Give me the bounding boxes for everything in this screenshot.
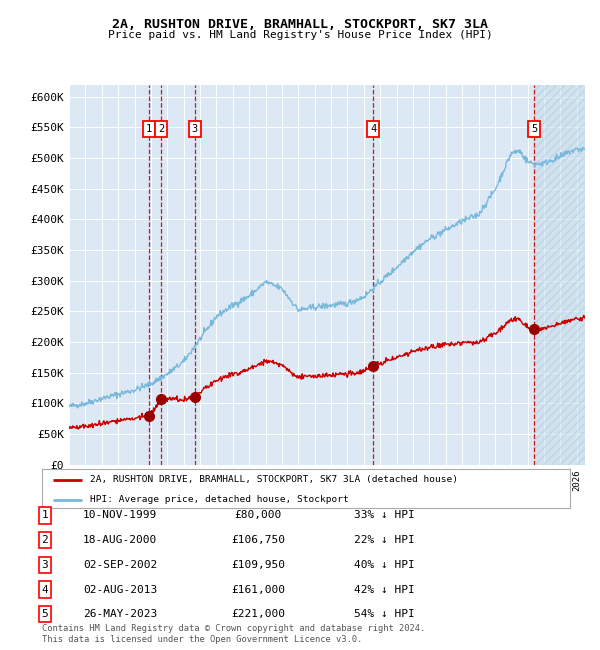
Text: £106,750: £106,750 (231, 535, 285, 545)
Text: 40% ↓ HPI: 40% ↓ HPI (353, 560, 415, 570)
Text: 1: 1 (145, 124, 152, 134)
Text: 10-NOV-1999: 10-NOV-1999 (83, 510, 157, 521)
Text: 2: 2 (41, 535, 49, 545)
Text: £161,000: £161,000 (231, 584, 285, 595)
Text: Contains HM Land Registry data © Crown copyright and database right 2024.
This d: Contains HM Land Registry data © Crown c… (42, 624, 425, 644)
Text: 4: 4 (41, 584, 49, 595)
Text: 5: 5 (41, 609, 49, 619)
Text: £221,000: £221,000 (231, 609, 285, 619)
Text: 3: 3 (191, 124, 198, 134)
Text: 54% ↓ HPI: 54% ↓ HPI (353, 609, 415, 619)
Text: 2A, RUSHTON DRIVE, BRAMHALL, STOCKPORT, SK7 3LA (detached house): 2A, RUSHTON DRIVE, BRAMHALL, STOCKPORT, … (89, 475, 458, 484)
Text: 4: 4 (370, 124, 376, 134)
Text: 2: 2 (158, 124, 164, 134)
Text: 42% ↓ HPI: 42% ↓ HPI (353, 584, 415, 595)
Bar (534, 84, 585, 465)
Text: 5: 5 (531, 124, 538, 134)
Text: 02-AUG-2013: 02-AUG-2013 (83, 584, 157, 595)
Text: £109,950: £109,950 (231, 560, 285, 570)
Text: 2A, RUSHTON DRIVE, BRAMHALL, STOCKPORT, SK7 3LA: 2A, RUSHTON DRIVE, BRAMHALL, STOCKPORT, … (112, 18, 488, 31)
Text: 26-MAY-2023: 26-MAY-2023 (83, 609, 157, 619)
Text: HPI: Average price, detached house, Stockport: HPI: Average price, detached house, Stoc… (89, 495, 348, 504)
Text: 22% ↓ HPI: 22% ↓ HPI (353, 535, 415, 545)
Text: 1: 1 (41, 510, 49, 521)
Text: 02-SEP-2002: 02-SEP-2002 (83, 560, 157, 570)
Text: 3: 3 (41, 560, 49, 570)
Text: 33% ↓ HPI: 33% ↓ HPI (353, 510, 415, 521)
Text: £80,000: £80,000 (235, 510, 281, 521)
Text: 18-AUG-2000: 18-AUG-2000 (83, 535, 157, 545)
Text: Price paid vs. HM Land Registry's House Price Index (HPI): Price paid vs. HM Land Registry's House … (107, 30, 493, 40)
